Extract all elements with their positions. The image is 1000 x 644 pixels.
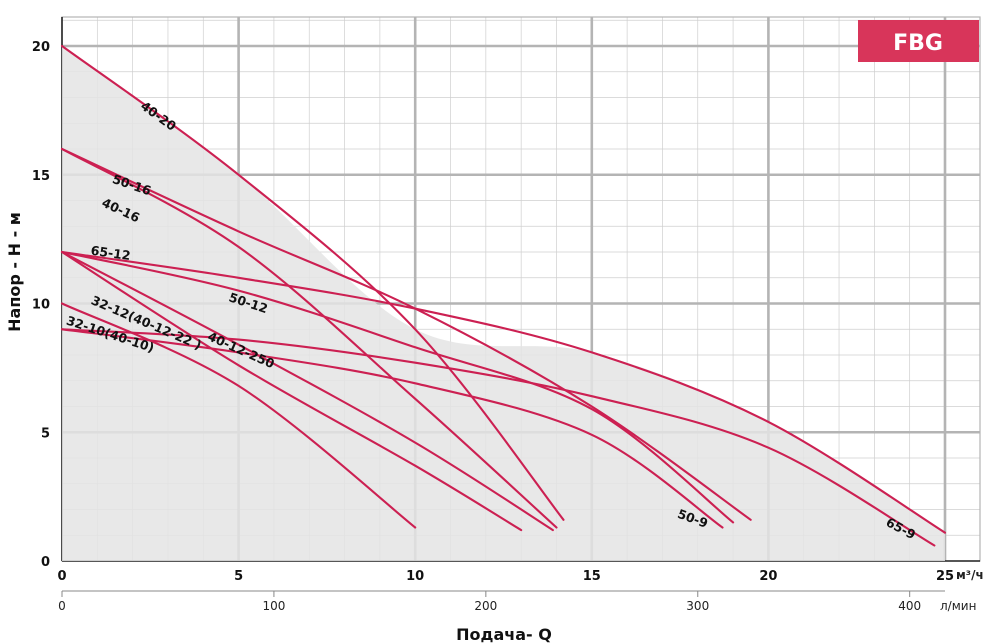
x2-tick-label: 0 xyxy=(58,599,66,613)
x2-tick-label: 400 xyxy=(898,599,921,613)
y-tick-label: 10 xyxy=(32,298,50,313)
curve-65-9 xyxy=(60,328,936,547)
x-axis-title: Подача- Q xyxy=(456,625,552,644)
x-ticks-secondary: 0 100 200 300 400 xyxy=(58,590,945,613)
x2-tick-label: 200 xyxy=(474,599,497,613)
x-ticks: 0 5 10 15 20 25 xyxy=(57,569,954,584)
y-tick-label: 20 xyxy=(32,40,50,55)
fbg-badge: FBG xyxy=(858,20,979,62)
y-axis-title: Напор - H - м xyxy=(5,212,24,332)
curve-50-9 xyxy=(60,328,724,529)
curves xyxy=(60,44,947,547)
badge-label: FBG xyxy=(893,31,943,56)
curve-32-10(40-10) xyxy=(60,302,417,529)
curve-50-12 xyxy=(60,250,735,524)
y-tick-label: 0 xyxy=(41,555,50,570)
series-label: 65-12 xyxy=(90,243,132,263)
y-tick-label: 5 xyxy=(41,426,50,441)
x-tick-label: 20 xyxy=(759,569,777,584)
x-tick-label: 5 xyxy=(234,569,243,584)
envelope-shade xyxy=(62,46,945,561)
curve-65-12 xyxy=(60,250,947,534)
x-tick-label: 0 xyxy=(57,569,66,584)
x-unit-secondary: л/мин xyxy=(940,599,976,613)
x2-tick-label: 100 xyxy=(262,599,285,613)
y-ticks: 0 5 10 15 20 xyxy=(32,40,50,570)
x-tick-label: 10 xyxy=(406,569,424,584)
operating-area xyxy=(62,46,945,561)
badge-background xyxy=(858,20,979,62)
x2-tick-label: 300 xyxy=(686,599,709,613)
x-tick-label: 15 xyxy=(583,569,601,584)
y-tick-label: 15 xyxy=(32,169,50,184)
curve-40-12-250 xyxy=(60,250,554,532)
x-tick-label: 25 xyxy=(936,569,954,584)
curve-40-20 xyxy=(60,44,565,521)
x-unit-primary: м³/ч xyxy=(956,568,984,582)
curve-32-12(40-12-22 ) xyxy=(60,250,523,532)
